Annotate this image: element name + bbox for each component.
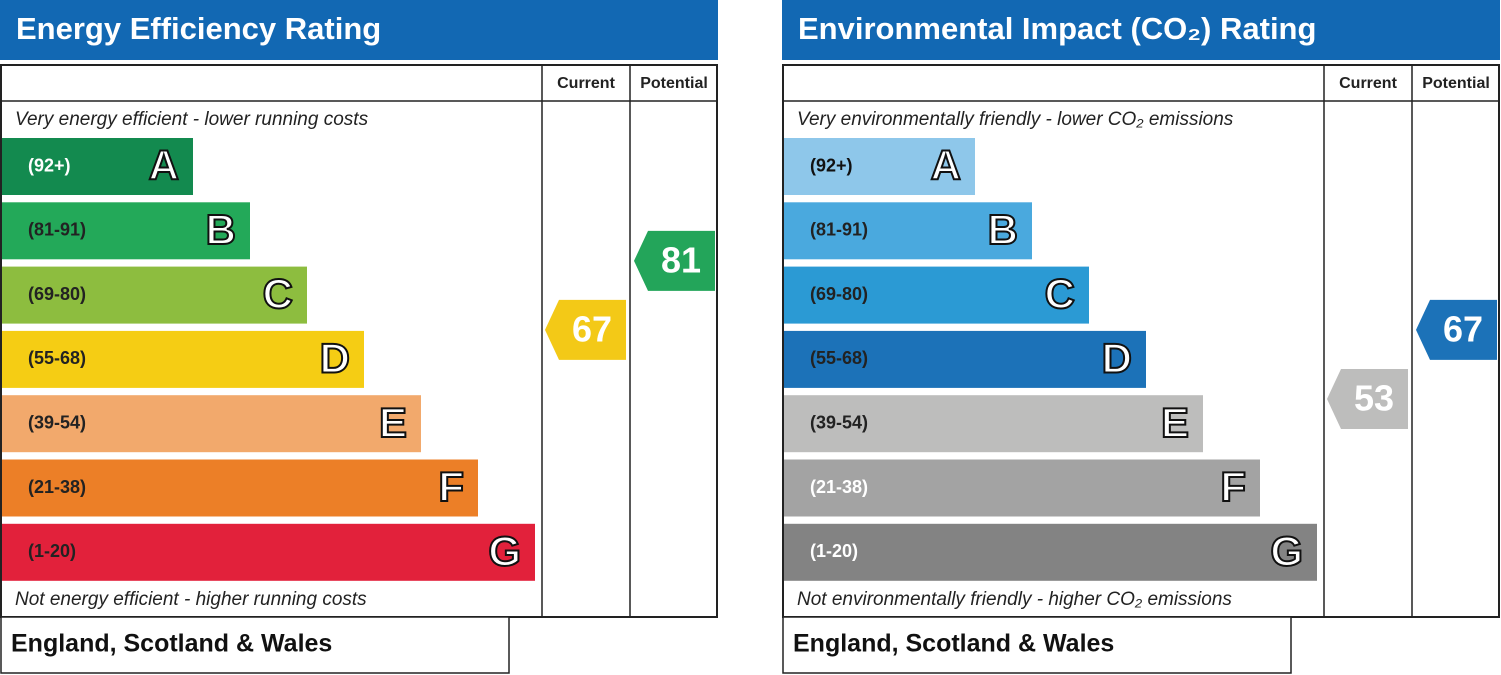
- band: [784, 330, 1146, 388]
- band: [2, 330, 364, 388]
- column-label: Potential: [1422, 75, 1490, 92]
- footer: England, Scotland & Wales: [11, 630, 332, 658]
- footer-box: [0, 616, 510, 674]
- band-range: (1-20): [810, 541, 858, 561]
- rating-arrow: [1327, 368, 1408, 429]
- band-range: (39-54): [810, 412, 868, 432]
- band: [2, 523, 535, 581]
- rating-arrow: [1416, 299, 1497, 360]
- band: [2, 202, 250, 260]
- footer: England, Scotland & Wales: [793, 630, 1114, 658]
- rating-arrow: [545, 299, 626, 360]
- band-letter: G: [488, 527, 521, 574]
- band: [784, 395, 1203, 453]
- band: [2, 395, 421, 453]
- top-note: Very energy efficient - lower running co…: [15, 109, 369, 130]
- band-letter: C: [1045, 270, 1075, 317]
- title: Environmental Impact (CO₂) Rating: [798, 11, 1316, 46]
- bottom-note: Not environmentally friendly - higher CO…: [797, 589, 1232, 610]
- band-letter: A: [931, 142, 961, 189]
- band-letter: C: [263, 270, 293, 317]
- band-letter: F: [1220, 463, 1246, 510]
- rating-value: 81: [661, 239, 701, 280]
- band-letter: B: [988, 206, 1018, 253]
- column-label: Potential: [640, 75, 708, 92]
- band-range: (21-38): [810, 477, 868, 497]
- top-note: Very environmentally friendly - lower CO…: [797, 109, 1234, 130]
- band-range: (55-68): [28, 348, 86, 368]
- band-range: (69-80): [810, 284, 868, 304]
- band-letter: A: [149, 142, 179, 189]
- band-range: (81-91): [28, 220, 86, 240]
- band: [784, 266, 1089, 324]
- band-range: (1-20): [28, 541, 76, 561]
- band-letter: G: [1270, 527, 1303, 574]
- band-range: (92+): [28, 155, 71, 175]
- rating-value: 67: [572, 308, 612, 349]
- band: [784, 138, 975, 195]
- band-range: (92+): [810, 155, 853, 175]
- column-label: Current: [1339, 75, 1397, 92]
- title-bar: [782, 0, 1500, 60]
- band-range: (39-54): [28, 412, 86, 432]
- band-range: (55-68): [810, 348, 868, 368]
- band: [2, 266, 307, 324]
- band: [784, 459, 1260, 517]
- rating-value: 53: [1354, 377, 1394, 418]
- band: [784, 202, 1032, 260]
- band-range: (69-80): [28, 284, 86, 304]
- band-letter: F: [438, 463, 464, 510]
- band-range: (81-91): [810, 220, 868, 240]
- footer-box: [782, 616, 1292, 674]
- rating-value: 67: [1443, 308, 1483, 349]
- band-letter: D: [1102, 334, 1132, 381]
- title: Energy Efficiency Rating: [16, 11, 381, 46]
- band-letter: B: [206, 206, 236, 253]
- column-label: Current: [557, 75, 615, 92]
- title-bar: [0, 0, 718, 60]
- band-letter: E: [379, 399, 407, 446]
- band-range: (21-38): [28, 477, 86, 497]
- rating-arrow: [634, 230, 715, 291]
- band-letter: D: [320, 334, 350, 381]
- bottom-note: Not energy efficient - higher running co…: [15, 589, 367, 610]
- band: [2, 138, 193, 195]
- band: [2, 459, 478, 517]
- band: [784, 523, 1317, 581]
- band-letter: E: [1161, 399, 1189, 446]
